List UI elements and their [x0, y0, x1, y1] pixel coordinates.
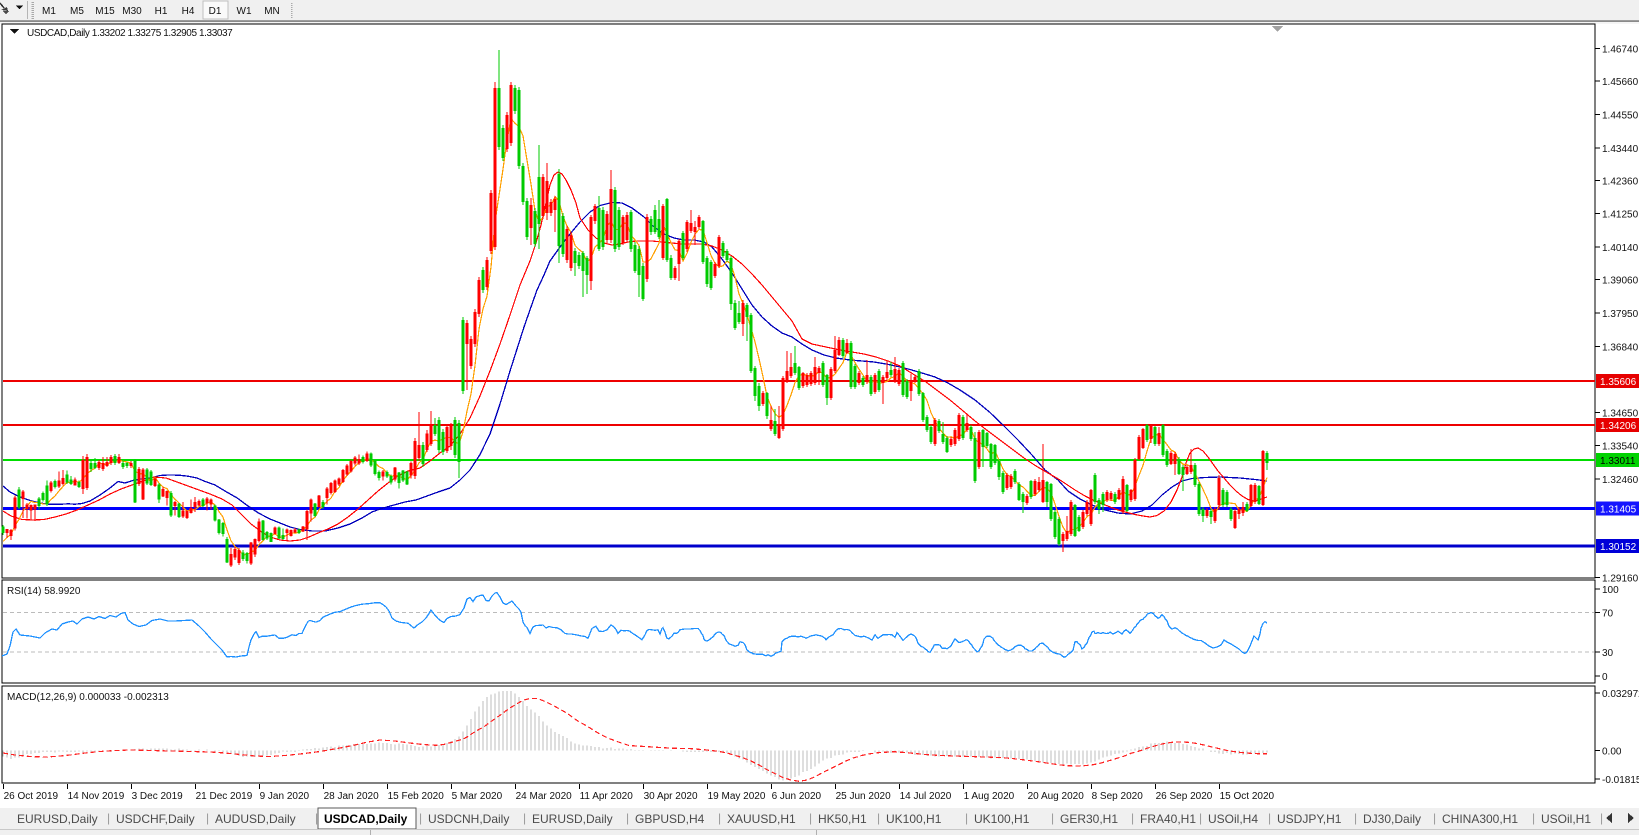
svg-text:USOil,H4: USOil,H4: [1208, 812, 1258, 826]
svg-text:|: |: [1433, 811, 1436, 825]
svg-text:24 Mar 2020: 24 Mar 2020: [516, 791, 573, 802]
svg-text:0.032972: 0.032972: [1602, 689, 1639, 700]
svg-text:|: |: [1268, 811, 1271, 825]
svg-text:1.43440: 1.43440: [1602, 144, 1639, 155]
svg-text:|: |: [206, 811, 209, 825]
svg-text:15 Feb 2020: 15 Feb 2020: [388, 791, 445, 802]
svg-text:|: |: [1600, 811, 1603, 825]
svg-text:M5: M5: [70, 6, 84, 17]
svg-text:EURUSD,Daily: EURUSD,Daily: [17, 812, 98, 826]
svg-text:|: |: [1199, 811, 1202, 825]
svg-text:14 Nov 2019: 14 Nov 2019: [68, 791, 125, 802]
svg-text:1.42360: 1.42360: [1602, 176, 1639, 187]
svg-text:1 Aug 2020: 1 Aug 2020: [964, 791, 1015, 802]
svg-text:1.35606: 1.35606: [1600, 377, 1637, 388]
svg-text:|: |: [1532, 811, 1535, 825]
svg-text:M1: M1: [42, 6, 56, 17]
svg-text:1.37950: 1.37950: [1602, 309, 1639, 320]
svg-text:1.40140: 1.40140: [1602, 243, 1639, 254]
svg-text:1.29160: 1.29160: [1602, 573, 1639, 584]
svg-text:1.34206: 1.34206: [1600, 421, 1637, 432]
svg-text:H1: H1: [155, 6, 168, 17]
svg-text:1.44550: 1.44550: [1602, 110, 1639, 121]
svg-text:28 Jan 2020: 28 Jan 2020: [324, 791, 379, 802]
svg-text:26 Oct 2019: 26 Oct 2019: [4, 791, 59, 802]
svg-text:MN: MN: [264, 6, 280, 17]
svg-text:1.32460: 1.32460: [1602, 475, 1639, 486]
svg-text:GER30,H1: GER30,H1: [1060, 812, 1118, 826]
svg-text:14 Jul 2020: 14 Jul 2020: [900, 791, 952, 802]
svg-text:1.46740: 1.46740: [1602, 44, 1639, 55]
svg-text:UK100,H1: UK100,H1: [886, 812, 942, 826]
svg-text:USDCAD,Daily: USDCAD,Daily: [324, 812, 408, 826]
svg-text:FRA40,H1: FRA40,H1: [1140, 812, 1196, 826]
svg-text:USDCHF,Daily: USDCHF,Daily: [116, 812, 195, 826]
svg-text:6 Jun 2020: 6 Jun 2020: [772, 791, 822, 802]
svg-text:19 May 2020: 19 May 2020: [708, 791, 766, 802]
svg-text:|: |: [626, 811, 629, 825]
svg-text:|: |: [523, 811, 526, 825]
svg-text:|: |: [877, 811, 880, 825]
svg-text:USOil,H1: USOil,H1: [1541, 812, 1591, 826]
svg-text:26 Sep 2020: 26 Sep 2020: [1156, 791, 1213, 802]
svg-text:UK100,H1: UK100,H1: [974, 812, 1030, 826]
svg-text:70: 70: [1602, 608, 1614, 619]
svg-text:8 Sep 2020: 8 Sep 2020: [1092, 791, 1144, 802]
svg-text:M15: M15: [95, 6, 115, 17]
svg-text:EURUSD,Daily: EURUSD,Daily: [532, 812, 613, 826]
svg-text:1.36840: 1.36840: [1602, 342, 1639, 353]
svg-text:GBPUSD,H4: GBPUSD,H4: [635, 812, 705, 826]
svg-text:1.33011: 1.33011: [1600, 456, 1636, 467]
svg-text:XAUUSD,H1: XAUUSD,H1: [727, 812, 796, 826]
svg-text:DJ30,Daily: DJ30,Daily: [1363, 812, 1421, 826]
svg-text:1.34650: 1.34650: [1602, 408, 1639, 419]
svg-text:|: |: [315, 811, 318, 825]
svg-text:|: |: [419, 811, 422, 825]
svg-text:M30: M30: [122, 6, 142, 17]
svg-text:USDCNH,Daily: USDCNH,Daily: [428, 812, 509, 826]
svg-text:|: |: [809, 811, 812, 825]
svg-text:|: |: [1051, 811, 1054, 825]
svg-text:-0.018154: -0.018154: [1602, 775, 1639, 786]
svg-text:25 Jun 2020: 25 Jun 2020: [836, 791, 891, 802]
svg-text:1.30152: 1.30152: [1600, 542, 1637, 553]
svg-text:D1: D1: [209, 6, 222, 17]
svg-text:30: 30: [1602, 648, 1614, 659]
svg-text:1.33540: 1.33540: [1602, 442, 1639, 453]
svg-text:1.41250: 1.41250: [1602, 210, 1639, 221]
svg-text:|: |: [718, 811, 721, 825]
svg-text:21 Dec 2019: 21 Dec 2019: [196, 791, 253, 802]
svg-text:5 Mar 2020: 5 Mar 2020: [452, 791, 503, 802]
svg-text:|: |: [1131, 811, 1134, 825]
svg-text:AUDUSD,Daily: AUDUSD,Daily: [215, 812, 296, 826]
svg-text:W1: W1: [237, 6, 252, 17]
svg-text:1.31405: 1.31405: [1600, 504, 1637, 515]
svg-text:RSI(14) 58.9920: RSI(14) 58.9920: [7, 586, 81, 597]
svg-text:100: 100: [1602, 585, 1619, 596]
svg-text:0: 0: [1602, 672, 1608, 683]
svg-text:3 Dec 2019: 3 Dec 2019: [132, 791, 184, 802]
svg-text:USDJPY,H1: USDJPY,H1: [1277, 812, 1342, 826]
svg-text:|: |: [965, 811, 968, 825]
svg-text:30 Apr 2020: 30 Apr 2020: [644, 791, 698, 802]
svg-text:CHINA300,H1: CHINA300,H1: [1442, 812, 1518, 826]
svg-text:MACD(12,26,9) 0.000033 -0.0023: MACD(12,26,9) 0.000033 -0.002313: [7, 692, 169, 703]
svg-text:1.39060: 1.39060: [1602, 276, 1639, 287]
svg-text:9 Jan 2020: 9 Jan 2020: [260, 791, 310, 802]
svg-text:H4: H4: [182, 6, 195, 17]
svg-text:|: |: [1354, 811, 1357, 825]
svg-text:11 Apr 2020: 11 Apr 2020: [580, 791, 634, 802]
svg-text:20 Aug 2020: 20 Aug 2020: [1028, 791, 1085, 802]
svg-text:15 Oct 2020: 15 Oct 2020: [1220, 791, 1275, 802]
svg-text:USDCAD,Daily 1.33202 1.33275: USDCAD,Daily 1.33202 1.33275 1.32905 1.3…: [27, 28, 233, 39]
svg-text:|: |: [107, 811, 110, 825]
svg-text:0.00: 0.00: [1602, 746, 1622, 757]
svg-text:HK50,H1: HK50,H1: [818, 812, 867, 826]
svg-text:1.45660: 1.45660: [1602, 77, 1639, 88]
